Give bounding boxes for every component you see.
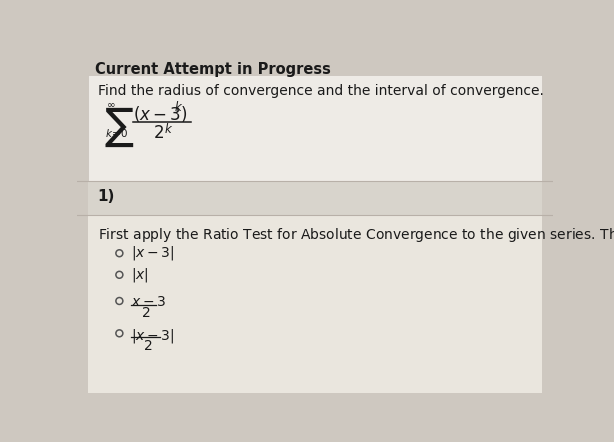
Text: $k$: $k$	[163, 122, 173, 136]
Text: $|x-3|$: $|x-3|$	[131, 244, 174, 262]
Text: $\sum$: $\sum$	[104, 105, 134, 149]
Bar	[88, 75, 542, 181]
Text: Current Attempt in Progress: Current Attempt in Progress	[95, 62, 331, 77]
Text: $x-3$: $x-3$	[131, 295, 166, 309]
Text: $k\!=\!0$: $k\!=\!0$	[104, 127, 128, 139]
Text: $|x-3|$: $|x-3|$	[131, 327, 174, 345]
Text: $k$: $k$	[174, 100, 184, 114]
Text: First apply the Ratio Test for Absolute Convergence to the given series. The val: First apply the Ratio Test for Absolute …	[98, 225, 614, 244]
Text: $\infty$: $\infty$	[106, 99, 115, 109]
Text: $2$: $2$	[141, 306, 150, 320]
Bar	[88, 181, 542, 215]
Text: $2$: $2$	[144, 339, 153, 353]
Text: $(x-3)$: $(x-3)$	[133, 104, 188, 124]
Text: $2$: $2$	[153, 124, 164, 142]
Text: Find the radius of convergence and the interval of convergence.: Find the radius of convergence and the i…	[98, 84, 545, 98]
Bar	[88, 215, 542, 393]
Text: $|x|$: $|x|$	[131, 266, 149, 284]
Text: 1): 1)	[97, 189, 114, 204]
